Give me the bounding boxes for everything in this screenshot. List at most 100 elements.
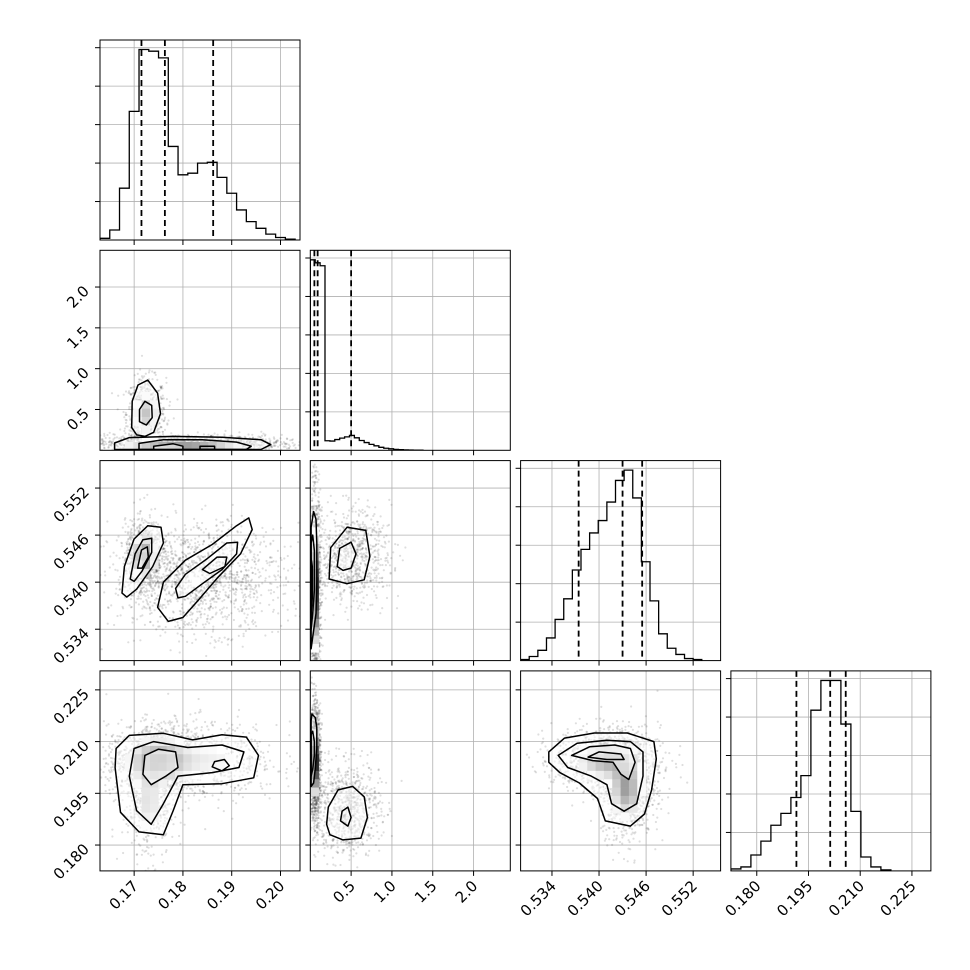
scatter-point	[145, 577, 148, 580]
scatter-point	[156, 620, 159, 623]
scatter-point	[168, 592, 171, 595]
scatter-point	[164, 549, 167, 553]
scatter-point	[160, 557, 164, 560]
scatter-point	[240, 609, 243, 612]
scatter-point	[209, 605, 212, 608]
scatter-point	[178, 578, 181, 581]
scatter-point	[252, 596, 255, 599]
scatter-point	[319, 488, 322, 491]
scatter-point	[174, 529, 177, 532]
scatter-point	[239, 584, 243, 587]
scatter-point	[311, 505, 314, 508]
scatter-point	[247, 574, 250, 577]
scatter-point	[193, 633, 196, 636]
scatter-point	[168, 404, 171, 407]
scatter-point	[264, 579, 267, 582]
contour-level	[136, 546, 150, 569]
scatter-point	[170, 585, 173, 588]
scatter-point	[171, 583, 174, 586]
scatter-point	[289, 439, 292, 442]
scatter-point	[165, 557, 168, 560]
scatter-point	[182, 543, 185, 546]
scatter-point	[159, 425, 162, 428]
scatter-point	[162, 551, 166, 554]
scatter-point	[187, 565, 190, 569]
scatter-point	[218, 590, 222, 593]
scatter-point	[178, 651, 181, 654]
scatter-point	[318, 508, 321, 511]
scatter-point	[175, 579, 179, 582]
scatter-point	[132, 392, 135, 395]
scatter-point	[150, 508, 153, 511]
scatter-point	[179, 610, 182, 613]
scatter-point	[122, 562, 125, 565]
scatter-point	[194, 589, 197, 592]
scatter-point	[160, 387, 163, 390]
scatter-point	[258, 585, 261, 588]
scatter-point	[174, 554, 177, 557]
scatter-point	[279, 441, 282, 444]
scatter-point	[245, 602, 248, 605]
scatter-point	[148, 582, 151, 585]
scatter-point	[169, 550, 172, 554]
contour-level	[138, 400, 153, 426]
scatter-point	[138, 525, 141, 528]
scatter-point	[108, 439, 111, 442]
scatter-point	[255, 591, 258, 594]
scatter-point	[229, 600, 232, 603]
scatter-point	[231, 573, 234, 576]
scatter-point	[239, 625, 242, 628]
scatter-point	[139, 590, 142, 593]
scatter-point	[189, 602, 192, 605]
scatter-point	[245, 616, 248, 619]
scatter-point	[215, 529, 218, 533]
scatter-point	[229, 589, 232, 592]
scatter-point	[186, 569, 189, 573]
scatter-point	[268, 447, 271, 450]
scatter-point	[124, 411, 127, 414]
scatter-point	[177, 557, 180, 560]
scatter-point	[251, 433, 254, 436]
scatter-point	[106, 606, 110, 609]
scatter-point	[320, 636, 323, 639]
scatter-point	[194, 592, 197, 595]
scatter-point	[220, 584, 223, 587]
scatter-point	[163, 558, 166, 561]
scatter-point	[227, 596, 230, 599]
scatter-point	[131, 392, 134, 395]
scatter-point	[253, 592, 256, 596]
scatter-point	[158, 564, 161, 567]
scatter-point	[310, 658, 313, 661]
scatter-point	[138, 591, 141, 594]
scatter-point	[106, 433, 109, 437]
scatter-point	[196, 555, 199, 559]
scatter-point	[118, 588, 121, 591]
scatter-point	[172, 557, 175, 560]
scatter-point	[162, 555, 165, 558]
scatter-point	[149, 585, 152, 588]
scatter-point	[211, 597, 214, 600]
scatter-point	[233, 573, 236, 576]
scatter-point	[102, 545, 105, 548]
scatter-point	[231, 503, 234, 506]
scatter-point	[207, 537, 211, 540]
scatter-point	[238, 431, 241, 434]
scatter-point	[153, 592, 156, 595]
scatter-point	[254, 563, 257, 566]
scatter-point	[167, 419, 170, 422]
scatter-point	[186, 640, 189, 644]
scatter-point	[208, 607, 211, 610]
scatter-point	[223, 541, 226, 545]
scatter-point	[201, 600, 204, 604]
scatter-point	[239, 605, 242, 608]
scatter-point	[178, 557, 181, 561]
scatter-point	[194, 561, 198, 564]
scatter-point	[214, 592, 217, 595]
scatter-point	[206, 614, 209, 617]
scatter-point	[179, 559, 182, 562]
scatter-point	[241, 577, 244, 581]
scatter-point	[157, 569, 160, 572]
scatter-point	[203, 587, 206, 590]
contour-level	[201, 556, 228, 575]
scatter-point	[187, 552, 190, 555]
